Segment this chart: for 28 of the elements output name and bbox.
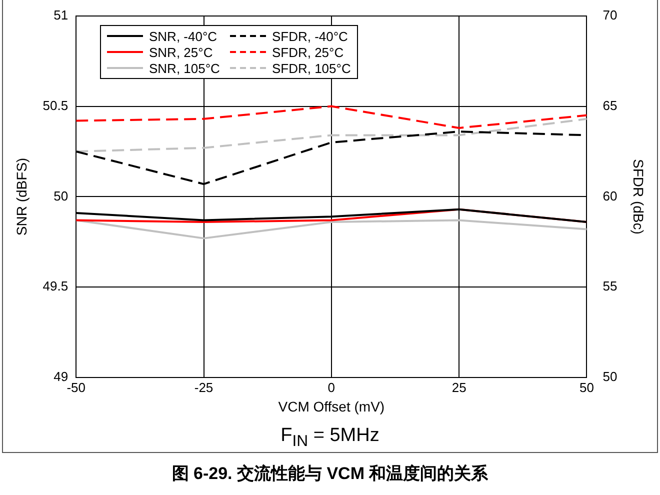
y2-tick-label: 55: [602, 278, 618, 294]
y-tick-label: 49.5: [42, 278, 68, 294]
legend-label: SFDR, 105°C: [272, 60, 351, 76]
x-tick-label: 0: [328, 380, 336, 395]
legend-label: SNR, 25°C: [149, 44, 213, 60]
y-tick-label: 50.5: [42, 98, 68, 113]
x-tick-label: 50: [580, 380, 594, 395]
x-tick-label: -25: [194, 380, 214, 395]
text: 图 6-29. 交流性能与 VCM 和温度间的关系: [170, 463, 490, 485]
legend-label: SFDR, -40°C: [272, 28, 348, 44]
y2-tick-label: 65: [602, 98, 618, 113]
x-tick-label: -50: [66, 380, 86, 395]
legend-label: SNR, -40°C: [149, 28, 218, 44]
y-tick-label: 49: [54, 369, 68, 384]
y-tick-label: 51: [54, 7, 68, 22]
y2-axis-title: SFDR (dBc): [630, 158, 647, 234]
y-axis-title: SNR (dBFS): [13, 158, 30, 236]
y-tick-label: 50: [54, 188, 68, 204]
legend-label: SFDR, 25°C: [272, 44, 344, 60]
x-tick-label: 25: [452, 380, 466, 395]
line-series: [76, 105, 587, 129]
y2-tick-label: 60: [602, 188, 618, 204]
legend-label: SNR, 105°C: [149, 60, 220, 76]
x-axis-title: VCM Offset (mV): [278, 398, 385, 414]
line-series: [76, 118, 587, 152]
text: F$_{IN}$ = 5MHz: [280, 425, 380, 451]
y2-tick-label: 50: [602, 369, 618, 384]
y2-tick-label: 70: [602, 7, 618, 22]
